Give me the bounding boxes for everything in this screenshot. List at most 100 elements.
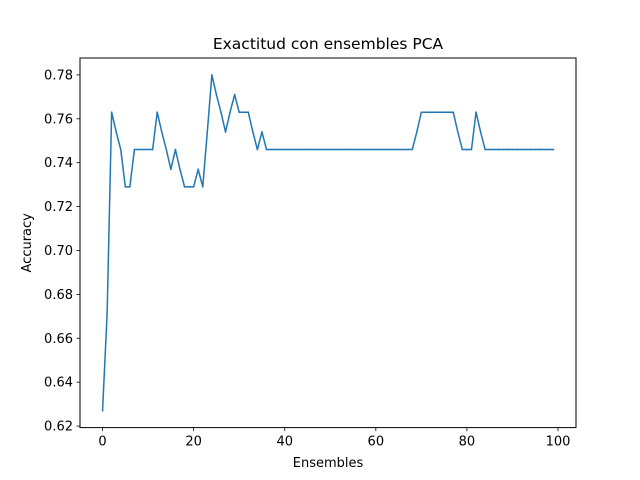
plot-frame <box>79 57 577 429</box>
data-point <box>106 313 108 315</box>
data-point <box>124 186 127 188</box>
data-point <box>411 148 414 151</box>
data-point <box>379 148 382 151</box>
y-tick-label: 0.78 <box>44 68 73 83</box>
y-tick-label: 0.70 <box>44 244 73 259</box>
data-point <box>443 111 445 114</box>
data-point <box>338 148 341 151</box>
data-point <box>461 148 464 151</box>
data-point <box>311 148 313 151</box>
data-point <box>447 111 450 114</box>
data-point <box>406 148 409 151</box>
data-point <box>174 148 177 151</box>
data-point <box>115 131 118 133</box>
y-tick-label: 0.76 <box>44 112 73 127</box>
data-point <box>119 148 122 151</box>
data-point <box>224 131 227 133</box>
data-point <box>438 111 441 114</box>
data-point <box>242 111 245 114</box>
data-point <box>520 148 523 151</box>
data-point <box>329 148 332 151</box>
data-point <box>324 148 327 151</box>
data-point <box>552 148 555 151</box>
data-point <box>247 111 250 114</box>
data-point <box>525 148 527 151</box>
data-point <box>375 148 377 151</box>
data-point <box>270 148 272 151</box>
data-point <box>529 148 532 151</box>
data-point <box>156 111 158 114</box>
data-point <box>507 148 509 151</box>
data-point <box>361 148 363 151</box>
data-point <box>238 111 240 114</box>
data-point <box>220 111 222 114</box>
data-point <box>434 111 436 114</box>
data-point <box>179 168 181 171</box>
data-point <box>343 148 345 151</box>
data-point <box>147 148 149 151</box>
data-point <box>452 111 455 114</box>
chart-title: Exactitud con ensembles PCA <box>213 35 444 53</box>
data-point <box>138 148 140 151</box>
data-point <box>352 148 354 151</box>
data-point <box>192 186 195 188</box>
x-axis-label: Ensembles <box>293 456 364 471</box>
data-point <box>402 148 404 151</box>
data-point <box>356 148 359 151</box>
data-point <box>538 148 541 151</box>
data-point <box>274 148 277 151</box>
data-point <box>493 148 496 151</box>
data-point <box>129 186 131 188</box>
data-point <box>420 111 423 114</box>
data-point <box>252 131 254 133</box>
data-point <box>215 93 218 96</box>
data-point <box>211 74 213 76</box>
data-point <box>206 131 209 133</box>
data-point <box>498 148 500 151</box>
data-point <box>334 148 336 151</box>
y-tick-label: 0.64 <box>44 376 73 391</box>
data-point <box>320 148 322 151</box>
data-point <box>302 148 304 151</box>
y-tick-label: 0.74 <box>44 156 73 171</box>
data-point <box>484 148 486 151</box>
data-point <box>256 148 259 151</box>
data-point <box>183 186 186 188</box>
data-point <box>188 186 190 188</box>
data-point <box>365 148 368 151</box>
data-point <box>393 148 395 151</box>
data-point <box>261 131 263 133</box>
data-point <box>160 131 163 133</box>
y-tick-label: 0.72 <box>44 200 73 215</box>
data-point <box>416 131 418 133</box>
y-tick-label: 0.68 <box>44 288 73 303</box>
data-point <box>543 148 546 151</box>
y-axis-label: Accuracy <box>20 213 35 273</box>
data-point <box>457 131 459 133</box>
data-point <box>283 148 286 151</box>
data-point <box>288 148 291 151</box>
data-point <box>397 148 400 151</box>
y-tick-label: 0.66 <box>44 332 73 347</box>
data-point <box>229 111 231 114</box>
y-axis-ticks: 0.62 0.64 0.66 0.68 0.70 0.72 0.74 0.76 0.78 <box>44 68 80 435</box>
data-point <box>142 148 145 151</box>
data-point <box>511 148 514 151</box>
data-point <box>133 148 136 151</box>
data-point <box>165 148 168 151</box>
data-point <box>475 111 477 114</box>
data-point <box>534 148 537 151</box>
data-point <box>516 148 518 151</box>
x-tick-label: 60 <box>368 435 385 450</box>
data-point <box>265 148 268 151</box>
x-axis-ticks: 0 20 40 60 80 100 <box>98 427 570 450</box>
x-tick-label: 20 <box>185 435 202 450</box>
data-point <box>315 148 318 151</box>
data-point <box>470 148 473 151</box>
x-tick-label: 80 <box>459 435 476 450</box>
data-point <box>151 148 154 151</box>
x-tick-label: 40 <box>276 435 293 450</box>
data-point <box>297 148 300 151</box>
